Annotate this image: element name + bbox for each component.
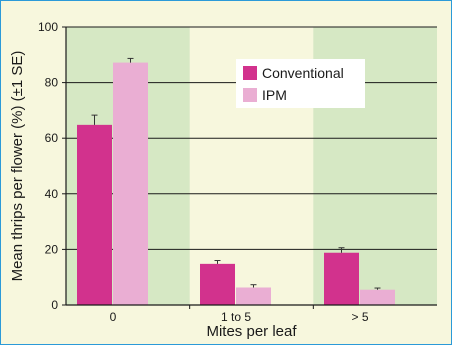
y-tick-label: 100 [38,20,58,34]
x-tick-labels: 0 1 to 5 > 5 [110,310,369,324]
bar-conventional [77,124,112,305]
legend-swatch [243,66,257,80]
x-tick-label: > 5 [351,310,368,324]
error-bars [91,57,381,290]
legend-box [236,59,365,108]
y-axis-title: Mean thrips per flower (%) (±1 SE) [9,51,26,282]
y-tick-label: 0 [51,298,58,312]
legend: Conventional IPM [236,59,365,108]
x-axis-title: Mites per leaf [206,323,297,340]
y-tick-label: 60 [45,131,59,145]
x-tick-label: 1 to 5 [221,310,251,324]
legend-label: IPM [262,87,287,103]
bar-ipm [360,289,395,305]
bars [77,62,395,305]
bar-ipm [113,62,148,305]
x-tick-label: 0 [110,310,117,324]
y-tick-label: 80 [45,76,59,90]
legend-swatch [243,88,257,102]
bar-conventional [324,252,359,305]
y-tick-label: 20 [45,242,59,256]
y-tick-labels: 0 20 40 60 80 100 [38,20,58,312]
y-tick-label: 40 [45,187,59,201]
bar-conventional [200,263,235,305]
legend-label: Conventional [262,65,344,81]
bar-ipm [236,287,271,305]
axes [62,26,437,309]
